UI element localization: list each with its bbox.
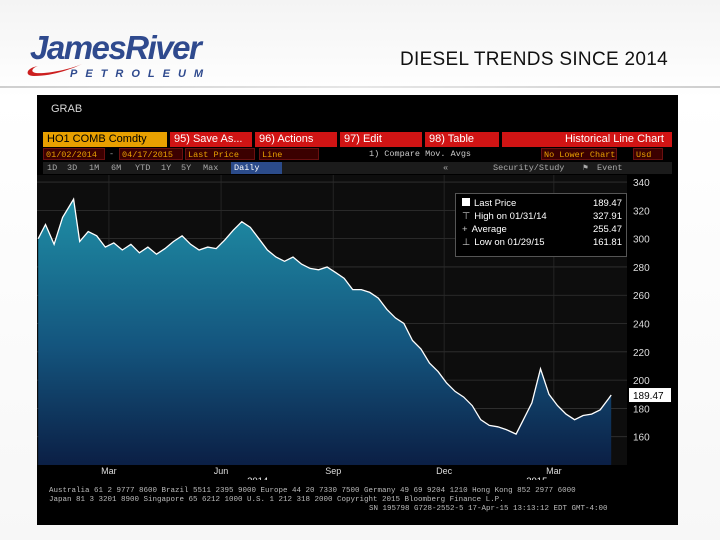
y-tick-label: 340 [633, 178, 650, 189]
x-tick-label: Sep [325, 466, 341, 476]
legend-high-label: High on 01/31/14 [474, 211, 547, 222]
y-tick-label: 320 [633, 206, 650, 217]
legend-last-label: Last Price [474, 198, 517, 209]
slide-header: JamesRiver PETROLEUM DIESEL TRENDS SINCE… [0, 0, 720, 88]
start-date-input[interactable]: 01/02/2014 [43, 148, 105, 160]
grab-label: GRAB [51, 103, 83, 115]
logo-swoosh-icon [27, 64, 82, 76]
events-button[interactable]: Event [597, 163, 623, 173]
period-1d[interactable]: 1D [47, 163, 58, 173]
table-button[interactable]: 98) Table [425, 132, 499, 147]
view-title: Historical Line Chart [502, 132, 672, 147]
date-separator: - [109, 149, 115, 159]
year-label: 2015 [526, 476, 547, 480]
x-tick-label: Mar [101, 466, 117, 476]
legend-low-row: ⊥ Low on 01/29/15 161.81 [462, 236, 622, 249]
bloomberg-terminal-panel: GRAB HO1 COMB Comdty 95) Save As... 96) … [37, 95, 678, 525]
x-tick-label: Mar [546, 466, 562, 476]
last-price-tag-label: 189.47 [633, 391, 664, 402]
low-marker-icon: ⊥ [462, 237, 471, 248]
y-tick-label: 200 [633, 376, 650, 387]
edit-menu-button[interactable]: 97) Edit [340, 132, 422, 147]
y-tick-label: 240 [633, 320, 650, 331]
flag-icon[interactable]: ⚑ [583, 163, 589, 173]
legend-high-row: ⊤ High on 01/31/14 327.91 [462, 210, 622, 223]
logo-subtitle: PETROLEUM [70, 68, 212, 80]
terminal-footer: Australia 61 2 9777 8600 Brazil 5511 239… [49, 487, 669, 514]
chart-legend: Last Price 189.47 ⊤ High on 01/31/14 327.… [455, 193, 627, 257]
period-5y[interactable]: 5Y [181, 163, 192, 173]
collapse-icon[interactable]: « [443, 163, 449, 173]
period-6m[interactable]: 6M [111, 163, 122, 173]
legend-last-value: 189.47 [592, 198, 622, 209]
price-area-fill [38, 199, 612, 465]
x-tick-label: Dec [436, 466, 453, 476]
price-field-select[interactable]: Last Price [185, 148, 255, 160]
ticker-field[interactable]: HO1 COMB Comdty [43, 132, 167, 147]
legend-avg-row: + Average 255.47 [462, 223, 622, 236]
period-ytd[interactable]: YTD [135, 163, 151, 173]
y-tick-label: 300 [633, 235, 650, 246]
currency-select[interactable]: Usd [633, 148, 663, 160]
year-label: 2014 [247, 476, 268, 480]
legend-low-value: 161.81 [592, 237, 622, 248]
last-price-swatch [462, 198, 470, 206]
security-study-button[interactable]: Security/Study [493, 163, 565, 173]
legend-average-label: Average [471, 224, 507, 235]
legend-last-row: Last Price 189.47 [462, 197, 622, 210]
price-series-line [37, 197, 612, 435]
legend-high-value: 327.91 [592, 211, 622, 222]
header-divider [0, 86, 720, 88]
frequency-select[interactable]: Daily [231, 162, 282, 174]
terminal-menu-bar: HO1 COMB Comdty 95) Save As... 96) Actio… [43, 132, 672, 147]
high-marker-icon: ⊤ [462, 211, 471, 222]
average-marker-icon: + [462, 224, 468, 235]
lower-chart-select[interactable]: No Lower Chart [541, 148, 617, 160]
end-date-input[interactable]: 04/17/2015 [119, 148, 183, 160]
footer-copyright-line: Japan 81 3 3201 8900 Singapore 65 6212 1… [49, 496, 504, 504]
period-max[interactable]: Max [203, 163, 219, 173]
x-tick-label: Jun [214, 466, 229, 476]
footer-phone-line: Australia 61 2 9777 8600 Brazil 5511 239… [49, 487, 576, 495]
actions-menu-button[interactable]: 96) Actions [255, 132, 337, 147]
logo-wordmark: JamesRiver [30, 29, 202, 66]
legend-average-value: 255.47 [592, 224, 622, 235]
y-tick-label: 280 [633, 263, 650, 274]
slide-title: DIESEL TRENDS SINCE 2014 [399, 49, 668, 70]
save-as-button[interactable]: 95) Save As... [170, 132, 252, 147]
compare-button[interactable]: 1) Compare Mov. Avgs [369, 149, 472, 159]
chart-style-select[interactable]: Line [259, 148, 319, 160]
period-1m[interactable]: 1M [89, 163, 100, 173]
legend-low-label: Low on 01/29/15 [474, 237, 545, 248]
chart-options-bar: 01/02/2014 - 04/17/2015 Last Price Line … [43, 148, 672, 160]
period-1y[interactable]: 1Y [161, 163, 172, 173]
y-tick-label: 220 [633, 348, 650, 359]
last-price-tag [629, 388, 671, 403]
footer-session-line: SN 195798 G728-2552-5 17-Apr-15 13:13:12… [369, 505, 608, 513]
y-tick-label: 180 [633, 404, 650, 415]
y-tick-label: 260 [633, 291, 650, 302]
y-tick-label: 160 [633, 433, 650, 444]
period-3d[interactable]: 3D [67, 163, 78, 173]
company-logo: JamesRiver PETROLEUM [24, 30, 239, 85]
period-toolbar: 1D 3D 1M 6M YTD 1Y 5Y Max Daily « Securi… [43, 162, 672, 174]
